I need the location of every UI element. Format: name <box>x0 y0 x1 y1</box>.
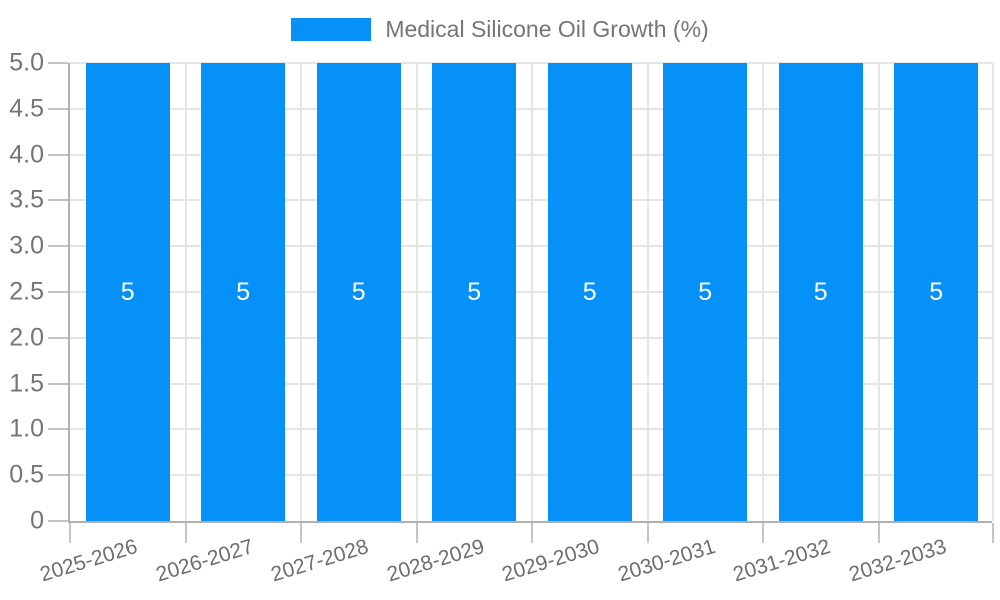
bar-value-label: 5 <box>929 277 944 306</box>
y-tick-label: 5.0 <box>9 48 44 77</box>
x-tick-label: 2028-2029 <box>384 535 487 587</box>
bar-value-label: 5 <box>582 277 597 306</box>
v-gridline <box>992 63 994 521</box>
y-tick-label: 3.0 <box>9 231 44 260</box>
y-tick-label: 2.5 <box>9 277 44 306</box>
x-axis-labels: 2025-2026 2026-2027 2027-2028 2028-2029 2029… <box>38 525 992 600</box>
legend-swatch-icon <box>291 18 372 41</box>
x-tick-mark <box>762 523 764 543</box>
x-tick-mark <box>415 523 418 543</box>
x-tick-mark <box>184 523 187 543</box>
y-tick-label: 2.0 <box>9 323 44 352</box>
y-tick-mark <box>48 62 68 64</box>
bar[interactable]: 5 <box>894 63 979 521</box>
x-tick-mark <box>992 523 994 543</box>
y-tick-mark <box>48 520 68 522</box>
x-tick-mark <box>300 523 302 543</box>
y-tick-mark <box>48 107 68 110</box>
x-tick-label: 2027-2028 <box>268 535 372 587</box>
bar[interactable]: 5 <box>432 63 517 521</box>
v-gridline <box>184 63 187 521</box>
x-tick-label: 2025-2026 <box>37 535 141 587</box>
x-tick-mark <box>531 523 533 543</box>
bar-value-label: 5 <box>120 277 135 306</box>
v-gridline <box>762 63 764 521</box>
bar-value-label: 5 <box>236 277 251 306</box>
y-tick-mark <box>48 382 68 385</box>
y-tick-label: 0.5 <box>9 460 44 489</box>
y-tick-mark <box>48 199 68 202</box>
v-gridline <box>877 63 880 521</box>
bar[interactable]: 5 <box>547 63 632 521</box>
y-tick-label: 0 <box>30 506 44 535</box>
bar-value-label: 5 <box>351 277 366 306</box>
x-tick-label: 2032-2033 <box>846 535 949 587</box>
x-tick-mark <box>646 523 649 543</box>
bar-value-label: 5 <box>698 277 713 306</box>
y-tick-mark <box>48 474 68 477</box>
v-gridline <box>646 63 649 521</box>
bar-value-label: 5 <box>467 277 482 306</box>
y-tick-mark <box>48 428 68 431</box>
x-tick-mark <box>877 523 880 543</box>
bar-value-label: 5 <box>813 277 828 306</box>
y-tick-label: 4.0 <box>9 140 44 169</box>
v-gridline <box>531 63 533 521</box>
bar[interactable]: 5 <box>85 63 170 521</box>
y-tick-mark <box>48 291 68 293</box>
y-tick-label: 1.0 <box>9 414 44 443</box>
bar[interactable]: 5 <box>201 63 286 521</box>
legend[interactable]: Medical Silicone Oil Growth (%) <box>0 16 1000 43</box>
bar[interactable]: 5 <box>316 63 401 521</box>
legend-label: Medical Silicone Oil Growth (%) <box>385 16 709 42</box>
v-gridline <box>300 63 302 521</box>
x-tick-label: 2026-2027 <box>153 535 256 587</box>
bar[interactable]: 5 <box>663 63 748 521</box>
y-tick-mark <box>48 336 68 339</box>
x-tick-label: 2029-2030 <box>499 535 603 587</box>
y-axis-labels: 0 0.5 1.0 1.5 2.0 2.5 3.0 3.5 4.0 4.5 5.0 <box>0 49 46 535</box>
y-tick-mark <box>48 245 68 248</box>
y-tick-label: 1.5 <box>9 369 44 398</box>
bar[interactable]: 5 <box>778 63 863 521</box>
x-tick-label: 2030-2031 <box>615 535 718 587</box>
y-tick-mark <box>48 153 68 156</box>
plot-area: 5 5 5 5 5 5 5 5 <box>48 62 994 543</box>
v-gridline <box>415 63 418 521</box>
x-tick-label: 2031-2032 <box>730 535 834 587</box>
y-tick-label: 3.5 <box>9 185 44 214</box>
x-tick-mark <box>69 523 71 543</box>
y-tick-label: 4.5 <box>9 94 44 123</box>
